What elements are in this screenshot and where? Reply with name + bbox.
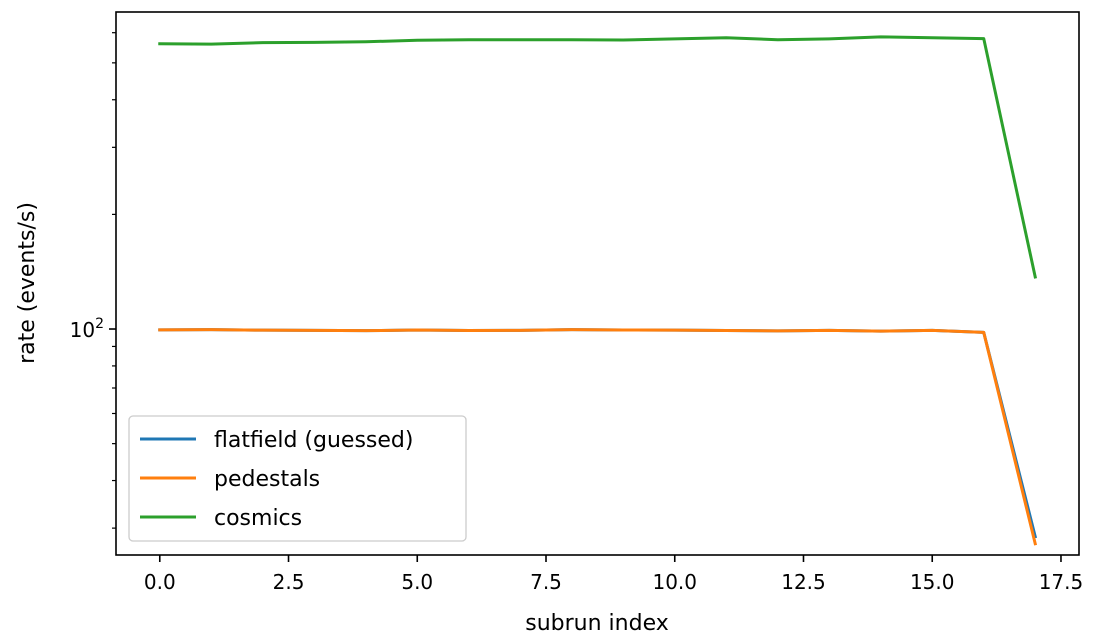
x-tick-label: 0.0	[144, 570, 176, 594]
x-tick-label: 2.5	[273, 570, 305, 594]
series-line-2	[158, 35, 1038, 279]
legend-label: flatfield (guessed)	[214, 428, 413, 453]
y-axis-label: rate (events/s)	[15, 202, 40, 364]
x-tick-label: 15.0	[910, 570, 955, 594]
series-line-1	[158, 328, 1038, 546]
x-axis-ticks: 0.0 2.5 5.0 7.5 10.0 12.5 15.0 17.5	[144, 555, 1083, 594]
x-tick-label: 5.0	[401, 570, 433, 594]
legend-label: pedestals	[214, 467, 320, 492]
legend-box	[128, 415, 467, 542]
legend-label: cosmics	[214, 506, 302, 531]
axes-frame	[115, 11, 1080, 556]
x-tick-label: 17.5	[1039, 570, 1084, 594]
x-tick-label: 7.5	[530, 570, 562, 594]
x-tick-label: 12.5	[781, 570, 826, 594]
x-axis-label: subrun index	[525, 611, 668, 636]
y-tick-label: 102	[70, 316, 104, 342]
plot-area	[115, 11, 1080, 556]
x-tick-label: 10.0	[652, 570, 697, 594]
legend: flatfield (guessed) pedestals cosmics	[128, 415, 467, 542]
y-axis-ticks: 102	[70, 32, 116, 529]
